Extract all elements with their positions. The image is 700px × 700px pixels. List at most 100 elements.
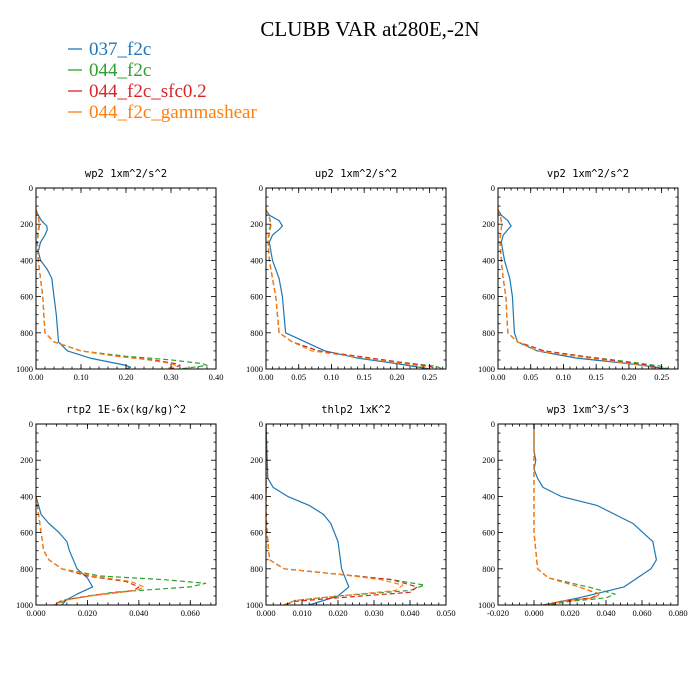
x-tick-label: 0.010 bbox=[292, 608, 311, 618]
series-line bbox=[266, 424, 418, 605]
series-group bbox=[533, 424, 658, 605]
series-line bbox=[266, 424, 404, 605]
x-tick-label: 0.25 bbox=[422, 372, 437, 382]
y-tick-label: 1000 bbox=[16, 600, 33, 610]
y-tick-label: 200 bbox=[482, 455, 495, 465]
x-tick-label: 0.020 bbox=[328, 608, 347, 618]
panel-title: thlp2 1xK^2 bbox=[321, 404, 391, 416]
x-tick-label: 0.030 bbox=[364, 608, 383, 618]
y-tick-label: 1000 bbox=[478, 600, 495, 610]
x-tick-label: 0.060 bbox=[632, 608, 651, 618]
x-tick-label: 0.40 bbox=[209, 372, 224, 382]
series-line bbox=[533, 424, 600, 605]
legend-label: 044_f2c bbox=[89, 60, 151, 81]
x-tick-label: 0.10 bbox=[74, 372, 89, 382]
legend: 037_f2c044_f2c044_f2c_sfc0.2044_f2c_gamm… bbox=[68, 39, 257, 123]
panel-title: up2 1xm^2/s^2 bbox=[315, 168, 397, 180]
series-group bbox=[266, 424, 425, 605]
x-tick-label: 0.000 bbox=[26, 608, 45, 618]
y-tick-label: 1000 bbox=[478, 364, 495, 374]
y-tick-label: 1000 bbox=[246, 364, 263, 374]
y-tick-label: 400 bbox=[20, 255, 33, 265]
series-line bbox=[498, 209, 669, 369]
y-tick-label: 800 bbox=[250, 564, 263, 574]
y-tick-label: 0 bbox=[491, 183, 495, 193]
plot-frame bbox=[35, 187, 217, 370]
y-tick-label: 0 bbox=[259, 183, 263, 193]
y-tick-label: 600 bbox=[482, 528, 495, 538]
y-tick-label: 1000 bbox=[16, 364, 33, 374]
y-tick-label: 400 bbox=[482, 491, 495, 501]
x-tick-label: 0.05 bbox=[291, 372, 306, 382]
y-tick-label: 200 bbox=[250, 219, 263, 229]
series-line bbox=[266, 424, 350, 605]
series-group bbox=[266, 209, 443, 369]
series-line bbox=[36, 496, 145, 605]
y-tick-label: 200 bbox=[250, 455, 263, 465]
x-tick-label: 0.040 bbox=[596, 608, 615, 618]
y-tick-label: 400 bbox=[250, 491, 263, 501]
series-line bbox=[36, 496, 207, 605]
legend-label: 044_f2c_gammashear bbox=[89, 102, 257, 123]
x-tick-label: 0.040 bbox=[129, 608, 148, 618]
panel-title: vp2 1xm^2/s^2 bbox=[547, 168, 629, 180]
series-line bbox=[266, 209, 443, 369]
x-tick-label: 0.000 bbox=[256, 608, 275, 618]
series-line bbox=[533, 424, 616, 605]
y-tick-label: 600 bbox=[20, 528, 33, 538]
x-tick-label: 0.10 bbox=[556, 372, 571, 382]
x-tick-label: 0.00 bbox=[29, 372, 44, 382]
y-tick-label: 0 bbox=[29, 419, 33, 429]
x-tick-label: 0.10 bbox=[324, 372, 339, 382]
panel-title: wp2 1xm^2/s^2 bbox=[85, 168, 167, 180]
y-tick-label: 0 bbox=[29, 183, 33, 193]
y-tick-label: 800 bbox=[20, 564, 33, 574]
y-tick-label: 600 bbox=[250, 528, 263, 538]
x-tick-label: 0.00 bbox=[491, 372, 506, 382]
y-tick-label: 800 bbox=[20, 328, 33, 338]
plot-frame bbox=[497, 187, 679, 370]
x-tick-label: -0.020 bbox=[487, 608, 509, 618]
series-group bbox=[36, 209, 208, 369]
plot-frame bbox=[265, 423, 447, 606]
x-tick-label: 0.30 bbox=[164, 372, 179, 382]
y-tick-label: 0 bbox=[259, 419, 263, 429]
plot-frame bbox=[265, 187, 447, 370]
y-tick-label: 0 bbox=[491, 419, 495, 429]
series-line bbox=[266, 209, 430, 369]
y-tick-label: 800 bbox=[482, 564, 495, 574]
series-line bbox=[266, 209, 437, 369]
y-tick-label: 800 bbox=[482, 328, 495, 338]
series-line bbox=[36, 209, 181, 369]
series-line bbox=[533, 424, 602, 605]
x-tick-label: 0.00 bbox=[259, 372, 274, 382]
panel-title: rtp2 1E-6x(kg/kg)^2 bbox=[66, 404, 186, 416]
series-line bbox=[533, 424, 658, 605]
series-line bbox=[498, 209, 656, 369]
y-tick-label: 200 bbox=[20, 455, 33, 465]
figure-title: CLUBB VAR at280E,-2N bbox=[260, 17, 479, 41]
series-line bbox=[36, 209, 132, 369]
x-tick-label: 0.020 bbox=[78, 608, 97, 618]
y-tick-label: 400 bbox=[482, 255, 495, 265]
series-line bbox=[36, 496, 94, 605]
series-line bbox=[266, 209, 430, 369]
x-tick-label: 0.20 bbox=[119, 372, 134, 382]
x-tick-label: 0.080 bbox=[668, 608, 687, 618]
y-tick-label: 400 bbox=[20, 491, 33, 501]
panel-6: wp3 1xm^3/s^3 0 200 400 600 800 1000-0.020 0.00… bbox=[478, 404, 688, 618]
plot-frame bbox=[497, 423, 679, 606]
y-tick-label: 200 bbox=[482, 219, 495, 229]
panel-4: rtp2 1E-6x(kg/kg)^2 0 200 400 600 800 10000.00… bbox=[16, 404, 217, 618]
y-tick-label: 600 bbox=[20, 292, 33, 302]
x-tick-label: 0.000 bbox=[524, 608, 543, 618]
x-tick-label: 0.20 bbox=[621, 372, 636, 382]
x-tick-label: 0.15 bbox=[589, 372, 604, 382]
panel-title: wp3 1xm^3/s^3 bbox=[547, 404, 629, 416]
y-tick-label: 800 bbox=[250, 328, 263, 338]
